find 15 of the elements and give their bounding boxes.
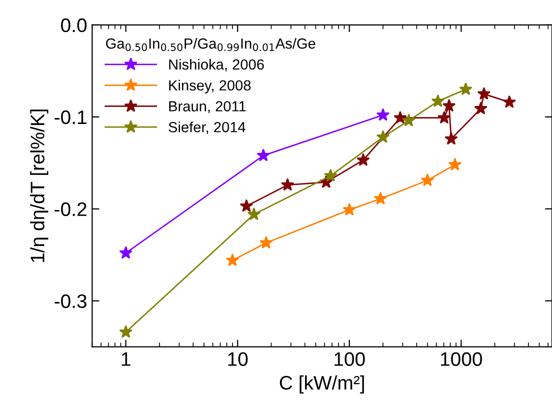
x-tick-label: 1000: [440, 352, 482, 366]
text: Ga$_{0.50}$In$_{0.50}$P/Ga$_{0.99}$In$_{0.01}$As/Ge: [106, 38, 316, 52]
legend-label: Kinsey, 2008: [169, 80, 251, 94]
y-tick-label: -0.2: [54, 202, 86, 216]
x-axis-title: C [kW/m²]: [280, 375, 364, 394]
legend-label: Nishioka, 2006: [169, 58, 264, 72]
x-tick-label: 100: [334, 352, 365, 366]
y-axis-title: 1/η dη/dT [rel%/K]: [30, 110, 48, 262]
y-tick-label: -0.3: [54, 294, 86, 308]
x-tick-label: 10: [228, 352, 248, 366]
y-tick-label: -0.1: [54, 110, 86, 124]
legend-label: Braun, 2011: [169, 101, 246, 114]
legend-label: Siefer, 2014: [168, 122, 246, 134]
y-tick-label: 0.0: [61, 18, 87, 32]
x-tick-label: 1: [122, 352, 130, 366]
